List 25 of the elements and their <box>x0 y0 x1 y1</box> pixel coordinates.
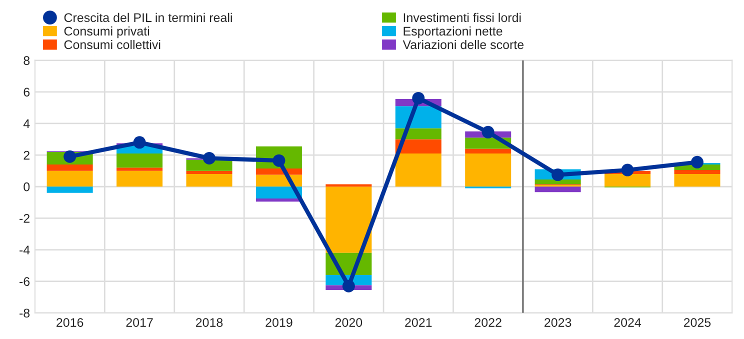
y-tick-label: 2 <box>24 150 30 160</box>
y-tick-label: -4 <box>20 246 30 254</box>
y-tick-label: 4 <box>23 119 30 128</box>
y-tick-label: 6 <box>24 88 30 97</box>
legend-label: Crescita del PIL in termini reali <box>64 12 232 22</box>
x-tick-label: 2019 <box>266 318 292 327</box>
legend-label: Esportazioni nette <box>404 26 502 38</box>
x-tick-label: 2025 <box>684 318 711 327</box>
x-tick-label: 2023 <box>544 318 572 327</box>
legend-label: Variazioni delle scorte <box>402 40 524 50</box>
x-tick-label: 2021 <box>405 318 432 327</box>
x-tick-label: 2022 <box>474 318 502 327</box>
y-tick-label: -6 <box>20 277 30 286</box>
x-tick-label: 2017 <box>126 318 153 327</box>
y-tick-label: -2 <box>20 214 30 223</box>
legend-label: Consumi privati <box>64 26 150 38</box>
x-tick-label: 2018 <box>196 318 223 327</box>
legend-label: Consumi collettivi <box>64 40 160 50</box>
y-tick-label: -8 <box>20 308 30 318</box>
y-tick-label: 0 <box>24 182 30 192</box>
x-tick-label: 2024 <box>614 318 642 327</box>
y-tick-label: 8 <box>24 56 30 65</box>
x-tick-label: 2016 <box>56 318 84 327</box>
x-tick-label: 2020 <box>335 318 362 327</box>
legend-label: Investimenti fissi lordi <box>404 12 521 22</box>
